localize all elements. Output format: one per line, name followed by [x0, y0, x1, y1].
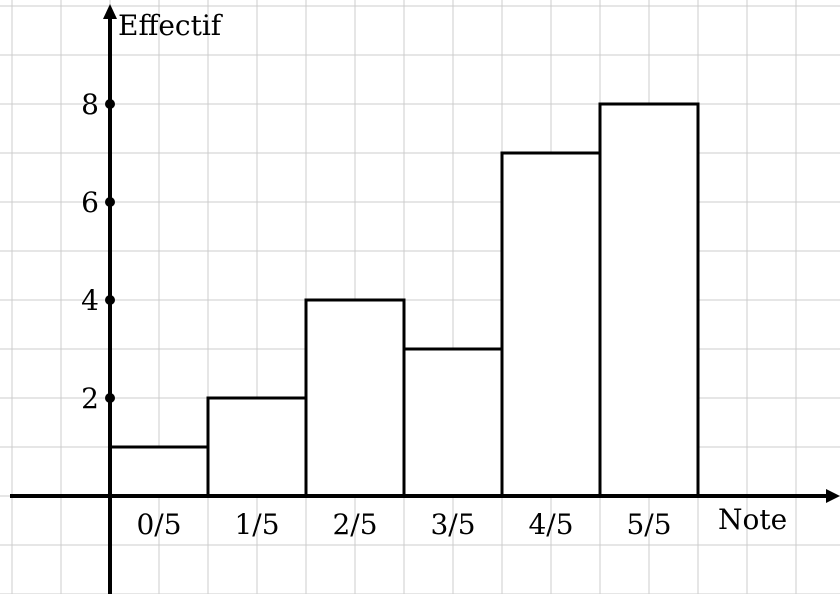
- x-tick-label: 0/5: [136, 508, 181, 541]
- x-tick-label: 1/5: [234, 508, 279, 541]
- x-tick-label: 3/5: [430, 508, 475, 541]
- y-tick-dot: [105, 393, 115, 403]
- y-tick-label: 2: [81, 382, 99, 415]
- y-tick-dot: [105, 197, 115, 207]
- y-tick-label: 6: [81, 186, 99, 219]
- bar: [404, 349, 502, 496]
- bar: [600, 104, 698, 496]
- x-axis-label: Note: [718, 503, 787, 536]
- y-tick-label: 8: [81, 88, 99, 121]
- x-tick-label: 2/5: [332, 508, 377, 541]
- bar: [110, 447, 208, 496]
- x-tick-label: 5/5: [626, 508, 671, 541]
- bar: [306, 300, 404, 496]
- y-axis-label: Effectif: [118, 9, 224, 42]
- axes: [10, 4, 840, 594]
- bar: [502, 153, 600, 496]
- bar: [208, 398, 306, 496]
- y-tick-label: 4: [81, 284, 99, 317]
- x-axis-arrow: [826, 489, 840, 503]
- y-tick-dot: [105, 295, 115, 305]
- x-tick-label: 4/5: [528, 508, 573, 541]
- y-tick-dot: [105, 99, 115, 109]
